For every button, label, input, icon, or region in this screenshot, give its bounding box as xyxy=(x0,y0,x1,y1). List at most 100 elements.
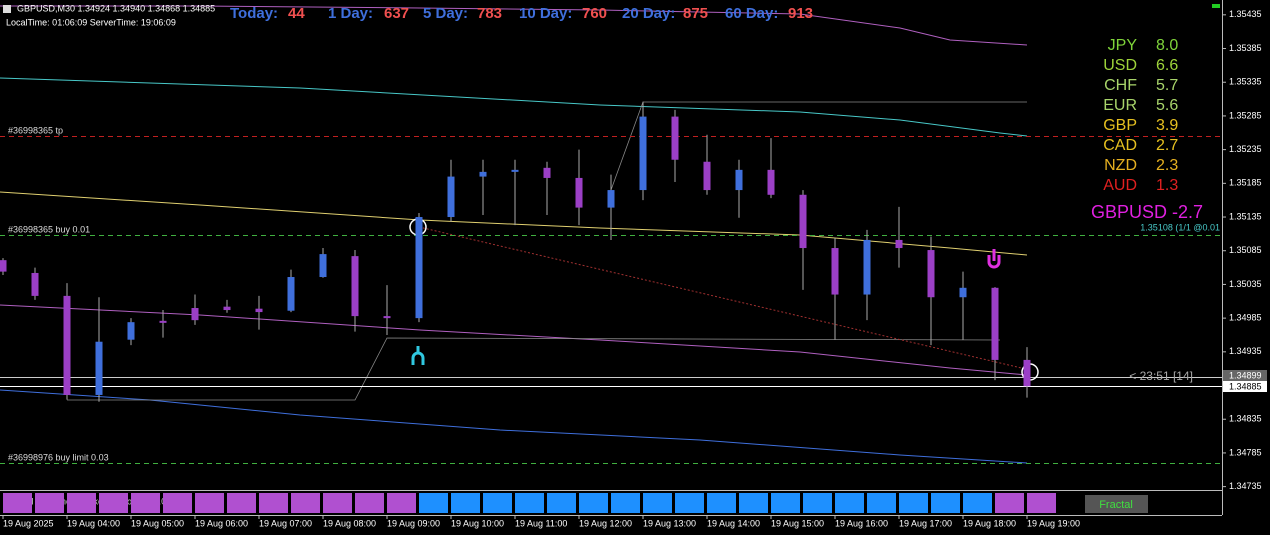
envelope-cyan xyxy=(0,77,1028,137)
y-tick-label: 1.34835 xyxy=(1229,414,1262,424)
currency: CAD xyxy=(1103,137,1137,154)
currency: JPY xyxy=(1108,37,1138,54)
channel-line xyxy=(67,337,1001,401)
y-tick-label: 1.34735 xyxy=(1229,481,1262,491)
histo-bar xyxy=(803,493,832,513)
x-tick-label: 19 Aug 16:00 xyxy=(835,518,888,528)
envelope-lower xyxy=(0,304,1028,376)
histo-bar xyxy=(963,493,992,513)
histo-bar xyxy=(355,493,384,513)
candle-body xyxy=(927,250,935,298)
candle-body xyxy=(639,116,647,191)
candle-body xyxy=(0,260,7,272)
candle-body xyxy=(159,320,167,323)
stat-value: 875 xyxy=(683,5,708,22)
order-info: 1.35108 (1/1 @0.01 xyxy=(1140,222,1220,232)
order-label: #36998976 buy limit 0.03 xyxy=(8,452,109,462)
candle-body xyxy=(1023,359,1031,387)
histo-bar xyxy=(131,493,160,513)
status-icon xyxy=(1212,4,1220,8)
currency-strength: 5.6 xyxy=(1156,97,1178,114)
currency: EUR xyxy=(1103,97,1137,114)
candle-body xyxy=(703,161,711,191)
x-tick-label: 19 Aug 05:00 xyxy=(131,518,184,528)
candle-body xyxy=(415,217,423,319)
stat-value: 637 xyxy=(384,5,409,22)
histo-bar xyxy=(995,493,1024,513)
histo-bar xyxy=(67,493,96,513)
stat-label: 5 Day: xyxy=(423,5,468,22)
x-tick-label: 19 Aug 11:00 xyxy=(515,518,567,528)
histo-bar xyxy=(675,493,704,513)
candle-body xyxy=(671,116,679,160)
bar-timer: < 23:51 [14] xyxy=(1129,369,1193,383)
candle-body xyxy=(735,169,743,191)
y-tick-label: 1.35435 xyxy=(1229,9,1262,19)
stat-label: 60 Day: xyxy=(725,5,778,22)
stats: Today: 44 1 Day: 637 5 Day: 783 10 Day: 760 20 D… xyxy=(230,5,813,22)
candle-body xyxy=(191,308,199,321)
histo-bar xyxy=(451,493,480,513)
x-tick-label: 19 Aug 04:00 xyxy=(67,518,120,528)
currency-strength: 2.3 xyxy=(1156,157,1178,174)
up-arrow xyxy=(411,346,425,365)
signal-label: Fractal xyxy=(1099,499,1133,511)
histo-bar xyxy=(771,493,800,513)
candle-body xyxy=(447,176,455,218)
histo-bar xyxy=(387,493,416,513)
candle-body xyxy=(831,248,839,295)
x-tick-label: 19 Aug 14:00 xyxy=(707,518,760,528)
y-tick-label: 1.35235 xyxy=(1229,144,1262,154)
candle-body xyxy=(767,169,775,195)
stat-label: 1 Day: xyxy=(328,5,373,22)
candle-body xyxy=(575,177,583,208)
histo-bar xyxy=(515,493,544,513)
currency-strength: 5.7 xyxy=(1156,77,1178,94)
histo-bar xyxy=(579,493,608,513)
y-tick-label: 1.34935 xyxy=(1229,346,1262,356)
y-tick-label: 1.35135 xyxy=(1229,211,1262,221)
candle-body xyxy=(287,277,295,311)
trade-line xyxy=(418,226,1031,371)
candle-body xyxy=(959,287,967,298)
histo-bar xyxy=(931,493,960,513)
histo-bar xyxy=(1027,493,1056,513)
signal-box xyxy=(1085,495,1148,513)
histo-bar xyxy=(99,493,128,513)
stat-value: 783 xyxy=(477,5,502,22)
stat-label: 20 Day: xyxy=(622,5,675,22)
stat-value: 760 xyxy=(582,5,607,22)
x-tick-label: 19 Aug 2025 xyxy=(3,518,54,528)
stat-value: 44 xyxy=(288,5,305,22)
moving-average xyxy=(0,191,1028,256)
histo-bar xyxy=(419,493,448,513)
histo-bar xyxy=(547,493,576,513)
histo-bar xyxy=(483,493,512,513)
y-tick-label: 1.35335 xyxy=(1229,77,1262,87)
price-box xyxy=(1223,381,1267,392)
histo-bar xyxy=(867,493,896,513)
x-tick-label: 19 Aug 15:00 xyxy=(771,518,824,528)
order-label: #36998365 buy 0.01 xyxy=(8,224,90,234)
y-tick-label: 1.34985 xyxy=(1229,313,1262,323)
candle-body xyxy=(991,287,999,360)
x-tick-label: 19 Aug 18:00 xyxy=(963,518,1016,528)
candle-body xyxy=(63,295,71,395)
candle-body xyxy=(319,254,327,278)
currency-strength: 6.6 xyxy=(1156,57,1178,74)
y-tick-label: 1.35285 xyxy=(1229,110,1262,120)
histo-bar xyxy=(323,493,352,513)
x-tick-label: 19 Aug 07:00 xyxy=(259,518,312,528)
x-tick-label: 19 Aug 13:00 xyxy=(643,518,696,528)
pair-icon xyxy=(3,5,11,13)
price-label: 1.34899 xyxy=(1229,370,1262,380)
candle-body xyxy=(383,316,391,319)
histo-bar xyxy=(35,493,64,513)
price-label: 1.34885 xyxy=(1229,381,1262,391)
candle-body xyxy=(895,239,903,249)
x-tick-label: 19 Aug 17:00 xyxy=(899,518,952,528)
candle-body xyxy=(607,190,615,208)
histo-bar xyxy=(195,493,224,513)
histo-bar xyxy=(3,493,32,513)
